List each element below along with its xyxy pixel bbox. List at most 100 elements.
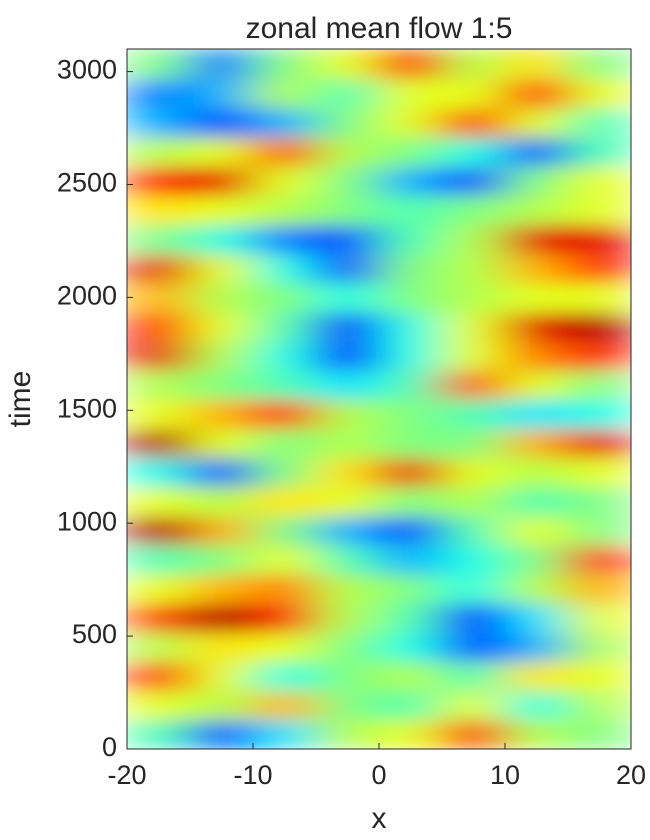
heatmap-cell xyxy=(567,195,631,226)
heatmap-cell xyxy=(252,544,317,575)
heatmap-cell xyxy=(189,136,254,167)
heatmap-cell xyxy=(252,631,317,663)
heatmap-cell xyxy=(127,457,191,488)
heatmap-cell xyxy=(567,457,631,488)
heatmap-cell xyxy=(441,49,506,80)
heatmap-cell xyxy=(504,78,569,109)
heatmap-cell xyxy=(441,78,506,109)
heatmap-cell xyxy=(315,690,380,721)
heatmap-cell xyxy=(189,195,254,226)
heatmap-cell xyxy=(504,165,569,197)
heatmap-cell xyxy=(127,690,191,721)
heatmap-cell xyxy=(189,282,254,313)
heatmap-cell xyxy=(252,224,317,255)
heatmap-cell xyxy=(504,631,569,663)
heatmap-cell xyxy=(127,224,191,255)
heatmap-cell xyxy=(189,369,254,400)
y-tick-label: 500 xyxy=(72,619,117,649)
heatmap-cell xyxy=(189,49,254,80)
x-tick-label: 0 xyxy=(371,760,386,790)
heatmap-cell xyxy=(127,253,191,284)
heatmap-cell xyxy=(567,369,631,400)
heatmap-cell xyxy=(189,544,254,575)
heatmap-cell xyxy=(378,340,443,371)
x-tick-label: -20 xyxy=(107,760,146,790)
heatmap-cell xyxy=(252,457,317,488)
heatmap-cell xyxy=(315,428,380,459)
heatmap-cell xyxy=(441,195,506,226)
heatmap-cell xyxy=(315,515,380,546)
heatmap-cell xyxy=(567,253,631,284)
heatmap-cell xyxy=(252,49,317,80)
heatmap-cell xyxy=(567,486,631,517)
heatmap-cell xyxy=(127,544,191,575)
y-axis-label: time xyxy=(4,371,37,428)
heatmap-cell xyxy=(189,107,254,138)
heatmap-cell xyxy=(189,690,254,721)
heatmap-cell xyxy=(441,107,506,138)
heatmap-cell xyxy=(567,573,631,604)
heatmap-cell xyxy=(127,398,191,430)
heatmap-cell xyxy=(189,340,254,371)
heatmap xyxy=(127,49,631,749)
heatmap-cell xyxy=(378,195,443,226)
y-tick-label: 1500 xyxy=(57,393,117,423)
heatmap-cell xyxy=(315,282,380,313)
heatmap-cell xyxy=(441,457,506,488)
heatmap-cell xyxy=(378,719,443,749)
heatmap-cell xyxy=(189,661,254,692)
heatmap-cell xyxy=(378,253,443,284)
heatmap-cell xyxy=(315,49,380,80)
heatmap-cell xyxy=(441,486,506,517)
heatmap-cell xyxy=(315,631,380,663)
heatmap-cell xyxy=(252,515,317,546)
heatmap-cell xyxy=(567,282,631,313)
heatmap-cell xyxy=(127,107,191,138)
heatmap-cell xyxy=(315,340,380,371)
y-tick-label: 1000 xyxy=(57,506,117,536)
heatmap-cell xyxy=(252,486,317,517)
heatmap-cell xyxy=(378,282,443,313)
heatmap-cell xyxy=(504,253,569,284)
heatmap-cell xyxy=(127,311,191,342)
heatmap-cell xyxy=(567,78,631,109)
chart-title: zonal mean flow 1:5 xyxy=(246,12,513,45)
heatmap-cell xyxy=(378,224,443,255)
heatmap-cell xyxy=(567,544,631,575)
heatmap-cell xyxy=(127,282,191,313)
heatmap-cell xyxy=(315,195,380,226)
y-tick-label: 3000 xyxy=(57,55,117,85)
heatmap-cell xyxy=(441,311,506,342)
heatmap-cell xyxy=(441,224,506,255)
heatmap-cell xyxy=(504,690,569,721)
heatmap-cell xyxy=(252,398,317,430)
heatmap-cell xyxy=(127,573,191,604)
heatmap-cell xyxy=(378,661,443,692)
heatmap-cell xyxy=(567,224,631,255)
heatmap-cell xyxy=(127,428,191,459)
heatmap-cell xyxy=(189,165,254,197)
heatmap-cell xyxy=(315,107,380,138)
heatmap-cell xyxy=(315,602,380,633)
heatmap-cell xyxy=(127,78,191,109)
y-tick-label: 0 xyxy=(102,732,117,762)
y-tick-label: 2000 xyxy=(57,281,117,311)
heatmap-cell xyxy=(504,107,569,138)
heatmap-cell xyxy=(378,369,443,400)
heatmap-cell xyxy=(441,544,506,575)
heatmap-cell xyxy=(189,719,254,749)
heatmap-cell xyxy=(504,544,569,575)
heatmap-cell xyxy=(567,631,631,663)
heatmap-cell xyxy=(315,457,380,488)
heatmap-cell xyxy=(441,282,506,313)
heatmap-cell xyxy=(441,165,506,197)
heatmap-cell xyxy=(504,457,569,488)
heatmap-cell xyxy=(567,311,631,342)
heatmap-cell xyxy=(127,195,191,226)
heatmap-cell xyxy=(252,107,317,138)
heatmap-cell xyxy=(252,573,317,604)
heatmap-cell xyxy=(252,719,317,749)
heatmap-cell xyxy=(378,631,443,663)
heatmap-cell xyxy=(441,661,506,692)
